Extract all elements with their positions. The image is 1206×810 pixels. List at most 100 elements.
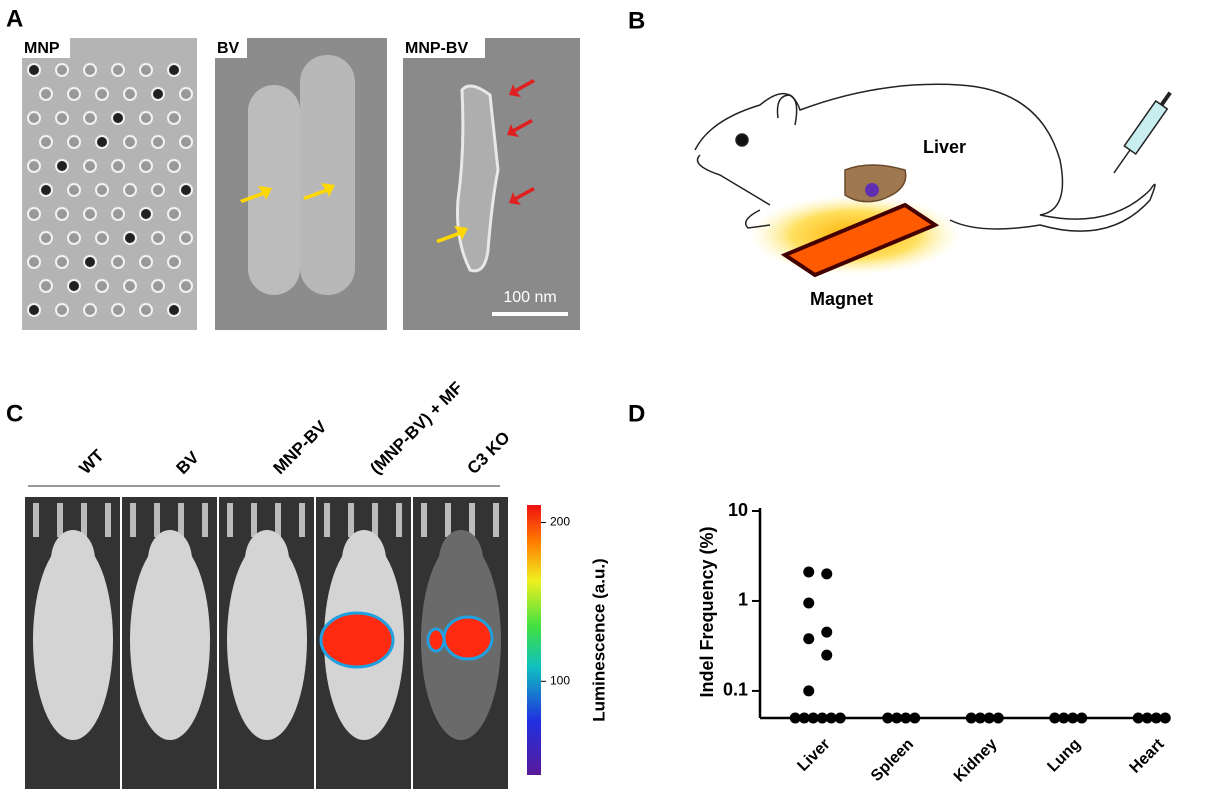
tube: [178, 503, 184, 537]
tube: [154, 503, 160, 537]
tube: [469, 503, 475, 537]
y-tick-label: 1: [738, 590, 748, 610]
mouse-head: [342, 530, 386, 590]
nanoparticle: [123, 231, 137, 245]
nanoparticle: [39, 135, 53, 149]
data-point: [1067, 712, 1079, 724]
nanoparticle: [179, 183, 193, 197]
colorbar-label: Luminescence (a.u.): [589, 558, 608, 721]
tube: [493, 503, 499, 537]
nanoparticle: [179, 279, 193, 293]
nanoparticle: [139, 159, 153, 173]
nanoparticle: [27, 255, 41, 269]
data-point: [882, 712, 894, 724]
x-tick-label: Spleen: [868, 736, 917, 785]
nanoparticle: [123, 279, 137, 293]
mouse: [227, 540, 307, 740]
data-point: [900, 712, 912, 724]
data-point: [803, 633, 815, 645]
image-label: MNP: [24, 40, 60, 57]
x-tick-label: Kidney: [951, 736, 1001, 786]
data-point: [1076, 712, 1088, 724]
tube: [445, 503, 451, 537]
data-point: [909, 712, 921, 724]
diagram-label: Magnet: [810, 289, 873, 309]
nanoparticle: [67, 135, 81, 149]
nanoparticle: [111, 159, 125, 173]
scale-bar-label: 100 nm: [503, 289, 556, 306]
data-point: [803, 566, 815, 578]
nanoparticle: [55, 159, 69, 173]
nanoparticle: [27, 63, 41, 77]
data-point: [992, 712, 1004, 724]
nanoparticle: [83, 303, 97, 317]
data-point: [803, 597, 815, 609]
virion: [456, 84, 500, 273]
group-label: C3 KO: [464, 428, 514, 478]
colorbar: [527, 505, 541, 775]
data-point: [825, 712, 837, 724]
nanoparticle: [111, 255, 125, 269]
mouse-diagram: [694, 83, 1172, 278]
mouse: [33, 540, 113, 740]
tube: [33, 503, 39, 537]
data-point: [803, 685, 815, 697]
arrows: [507, 79, 535, 205]
nanoparticle: [179, 231, 193, 245]
nanoparticle: [83, 255, 97, 269]
arrows: [240, 183, 468, 243]
data-point: [1049, 712, 1061, 724]
nanoparticle: [67, 279, 81, 293]
data-point: [1150, 712, 1162, 724]
group-label: WT: [76, 445, 109, 478]
x-tick-label: Liver: [794, 736, 833, 775]
data-point: [1141, 712, 1153, 724]
group-label: (MNP-BV) + MF: [367, 378, 467, 478]
image-label: BV: [217, 40, 240, 57]
nanoparticle: [151, 231, 165, 245]
data-point: [965, 712, 977, 724]
panel-label: D: [628, 400, 645, 427]
nanoparticle: [95, 231, 109, 245]
signal: [442, 615, 494, 661]
mouse-head: [439, 530, 483, 590]
nanoparticle: [111, 63, 125, 77]
group-label: BV: [173, 447, 204, 478]
nanoparticle: [167, 303, 181, 317]
nanoparticle: [27, 111, 41, 125]
data-point: [807, 712, 819, 724]
nanoparticle: [83, 159, 97, 173]
data-point: [1132, 712, 1144, 724]
data-point: [821, 568, 833, 580]
tube: [396, 503, 402, 537]
data-point: [891, 712, 903, 724]
nanoparticle: [67, 231, 81, 245]
nanoparticle: [179, 87, 193, 101]
colorbar-tick-label: 200: [550, 515, 570, 529]
nanoparticle: [139, 303, 153, 317]
nanoparticle: [139, 207, 153, 221]
nanoparticle: [39, 279, 53, 293]
tube: [275, 503, 281, 537]
panel-label: A: [6, 5, 23, 32]
data-point: [1159, 712, 1171, 724]
nanoparticle: [67, 183, 81, 197]
nanoparticle: [167, 63, 181, 77]
y-tick-label: 10: [728, 500, 748, 520]
nanoparticle: [111, 111, 125, 125]
nanoparticle: [111, 207, 125, 221]
tube: [251, 503, 257, 537]
panel-label: C: [6, 400, 23, 427]
tube: [130, 503, 136, 537]
x-tick-label: Lung: [1044, 736, 1084, 776]
virion: [248, 85, 300, 295]
y-tick-label: 0.1: [723, 680, 748, 700]
data-point: [1058, 712, 1070, 724]
tube: [81, 503, 87, 537]
nanoparticle: [55, 207, 69, 221]
data-point: [789, 712, 801, 724]
tube: [227, 503, 233, 537]
nanoparticle: [167, 207, 181, 221]
